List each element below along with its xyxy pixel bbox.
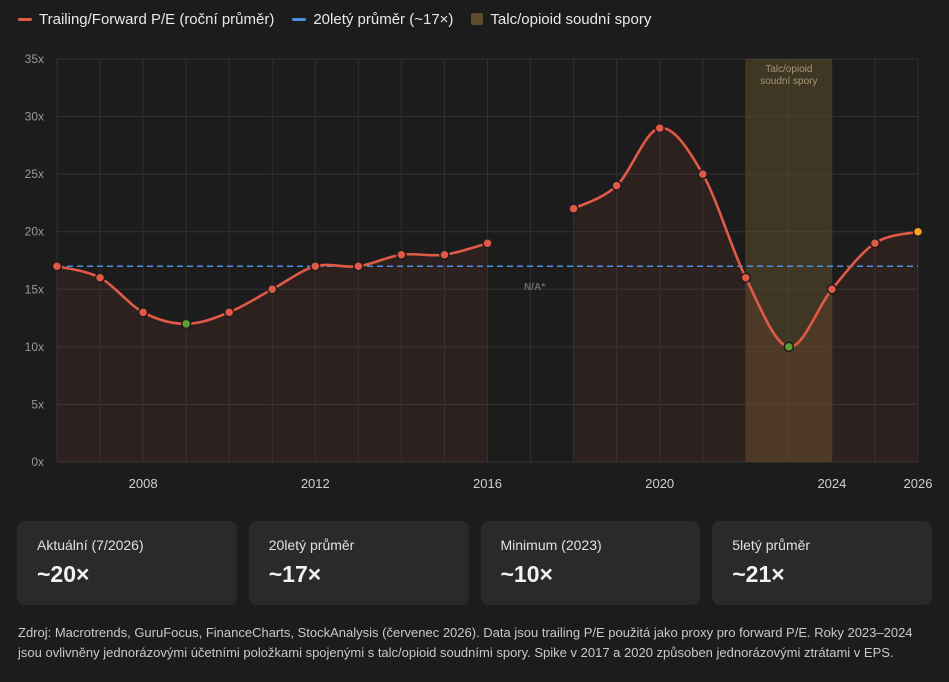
legend-label-average: 20letý průměr (~17×)	[313, 10, 454, 28]
legend-item-pe[interactable]: Trailing/Forward P/E (roční průměr)	[18, 11, 274, 28]
pe-data-point	[697, 168, 708, 180]
pe-min-point	[180, 318, 192, 330]
pe-data-point	[439, 249, 450, 260]
stat-card-label: Aktuální (7/2026)	[37, 537, 144, 553]
pe-data-point	[869, 237, 881, 249]
pe-data-point	[482, 237, 493, 249]
source-note: Zdroj: Macrotrends, GuruFocus, FinanceCh…	[18, 625, 913, 660]
gap-annotation: N/A*	[524, 282, 545, 293]
legend-swatch-average	[292, 17, 307, 21]
x-tick-label: 2026	[904, 476, 933, 491]
pe-data-point	[826, 284, 838, 295]
pe-current-point	[912, 226, 924, 237]
stat-cards: Aktuální (7/2026) ~20× 20letý průměr ~17…	[17, 521, 932, 605]
pe-data-point	[611, 180, 622, 191]
stat-card-label: 20letý průměr	[268, 537, 355, 553]
pe-series-area	[573, 127, 918, 463]
y-tick-label: 35x	[25, 52, 44, 66]
y-tick-label: 15x	[25, 282, 44, 296]
pe-data-point	[353, 261, 364, 272]
pe-data-point	[396, 249, 407, 260]
chart-legend: Trailing/Forward P/E (roční průměr) 20le…	[18, 8, 651, 30]
stat-card-value: ~10×	[500, 561, 553, 587]
x-tick-label: 2024	[817, 476, 846, 491]
pe-data-point	[267, 284, 278, 295]
y-tick-label: 10x	[25, 340, 44, 354]
stat-card-value: ~17×	[268, 561, 322, 587]
pe-data-point	[51, 261, 63, 272]
legend-swatch-litigation	[471, 13, 484, 25]
pe-series-area	[57, 243, 488, 462]
pe-data-point	[137, 307, 149, 318]
litigation-band-label: Talc/opioid	[765, 64, 812, 75]
legend-item-average[interactable]: 20letý průměr (~17×)	[292, 11, 453, 28]
x-tick-label: 2020	[645, 476, 674, 491]
y-tick-label: 30x	[25, 110, 44, 124]
stat-card-label: 5letý průměr	[732, 537, 811, 553]
stat-card-20y-average: 20letý průměr ~17×	[248, 521, 469, 605]
y-tick-label: 0x	[31, 455, 44, 469]
pe-data-point	[223, 307, 235, 318]
pe-data-point	[568, 203, 579, 214]
litigation-band	[745, 59, 832, 462]
y-tick-label: 25x	[25, 167, 44, 181]
x-tick-label: 2016	[473, 476, 502, 491]
stat-card-5y-average: 5letý průměr ~21×	[712, 521, 932, 605]
legend-swatch-pe	[18, 17, 32, 21]
stat-card-value: ~21×	[732, 561, 785, 587]
stat-card-minimum: Minimum (2023) ~10×	[480, 521, 701, 605]
y-tick-label: 5x	[31, 397, 44, 411]
y-tick-label: 20x	[25, 225, 44, 239]
x-tick-label: 2012	[301, 476, 330, 491]
pe-min-point	[783, 341, 795, 353]
pe-data-point	[310, 261, 321, 272]
stat-card-value: ~20×	[37, 561, 90, 587]
litigation-band-label: soudní spory	[760, 76, 817, 87]
stat-card-current: Aktuální (7/2026) ~20×	[17, 521, 237, 605]
pe-data-point	[94, 272, 106, 284]
pe-data-point	[740, 272, 752, 284]
x-tick-label: 2008	[129, 476, 158, 491]
pe-chart: 0x 5x 10x 15x 20x 25x 30x 35x 2008 2012 2016 2020 20…	[25, 52, 933, 491]
legend-label-pe: Trailing/Forward P/E (roční průměr)	[39, 10, 275, 28]
stat-card-label: Minimum (2023)	[500, 537, 602, 553]
legend-item-litigation[interactable]: Talc/opioid soudní spory	[471, 11, 651, 28]
legend-label-litigation: Talc/opioid soudní spory	[490, 10, 652, 28]
pe-data-point	[654, 122, 665, 134]
